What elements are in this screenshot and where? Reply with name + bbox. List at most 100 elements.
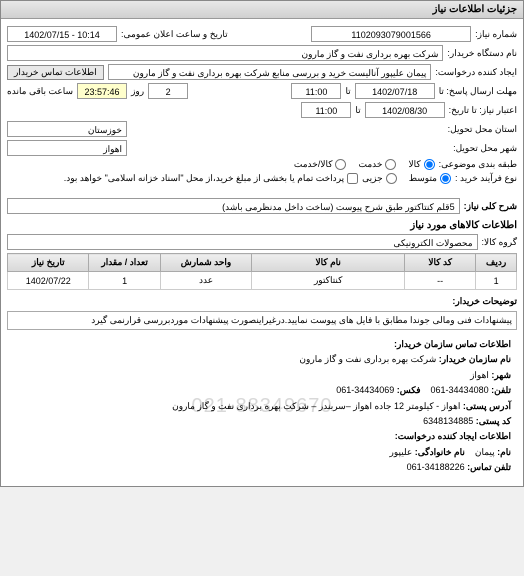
validity-upto: تا: [355, 105, 360, 116]
deadline-remain-label: روز: [131, 86, 144, 97]
province-field: خوزستان: [7, 121, 127, 137]
radio-goods-service-label: کالا/خدمت: [294, 159, 333, 170]
contact-address-line: آدرس پستی: اهواز - کیلومتر 12 جاده اهواز…: [13, 399, 511, 413]
purchase-note: پرداخت تمام یا بخشی از مبلغ خرید،از محل …: [64, 173, 344, 184]
panel-title: جزئیات اطلاعات نیاز: [1, 1, 523, 19]
creator-name-line: نام: پیمان نام خانوادگی: علیپور: [13, 445, 511, 459]
contact-address-label: آدرس پستی:: [463, 401, 511, 411]
row-req-number: شماره نیاز: 1102093079001566 تاریخ و ساع…: [7, 26, 517, 42]
contact-postcode-label: کد پستی:: [476, 416, 511, 426]
validity-label: اعتبار نیاز: تا تاریخ:: [449, 105, 517, 116]
contact-address: اهواز - کیلومتر 12 جاده اهواز –سربندر – …: [172, 401, 460, 411]
table-row[interactable]: 1--کنتاکتورعدد11402/07/22: [8, 272, 517, 290]
radio-service[interactable]: خدمت: [358, 159, 396, 170]
goods-info-title: اطلاعات کالاهای مورد نیاز: [7, 220, 517, 231]
contact-postcode: 6348134885: [423, 414, 473, 428]
radio-medium-label: متوسط: [409, 173, 437, 184]
table-cell: 1: [89, 272, 160, 290]
row-purchase-type: نوع فرآیند خرید : متوسط جزیی پرداخت تمام…: [7, 173, 517, 184]
radio-goods-input[interactable]: [424, 159, 435, 170]
radio-goods-service-input[interactable]: [335, 159, 346, 170]
table-cell: --: [405, 272, 476, 290]
deadline-remain-time: 23:57:46: [77, 83, 127, 99]
table-cell: عدد: [160, 272, 252, 290]
contact-title: اطلاعات تماس سازمان خریدار:: [13, 337, 511, 351]
city-label: شهر محل تحویل:: [453, 143, 517, 154]
contact-city: اهواز: [470, 370, 489, 380]
creator-family: علیپور: [389, 447, 412, 457]
radio-partial-input[interactable]: [386, 173, 397, 184]
treasury-check[interactable]: پرداخت تمام یا بخشی از مبلغ خرید،از محل …: [64, 173, 358, 184]
row-buyer-notes: توضیحات خریدار:: [7, 296, 517, 307]
table-header-cell: ردیف: [476, 254, 517, 272]
buyer-device-field: شرکت بهره برداری نفت و گاز مارون: [7, 45, 443, 61]
need-desc-label: شرح کلی نیاز:: [464, 201, 517, 212]
row-group: گروه کالا: محصولات الکترونیکی: [7, 234, 517, 250]
buyer-notes-label: توضیحات خریدار:: [452, 296, 517, 307]
radio-medium-input[interactable]: [440, 173, 451, 184]
radio-goods-service[interactable]: کالا/خدمت: [294, 159, 347, 170]
goods-table-body: 1--کنتاکتورعدد11402/07/22: [8, 272, 517, 290]
table-cell: کنتاکتور: [252, 272, 405, 290]
contact-phone: 061-34434080: [431, 383, 489, 397]
table-header-cell: واحد شمارش: [160, 254, 252, 272]
creator-title-line: اطلاعات ایجاد کننده درخواست:: [13, 429, 511, 443]
creator-field: پیمان علیپور آنالیست خرید و بررسی منابع …: [108, 64, 432, 80]
table-cell: 1402/07/22: [8, 272, 89, 290]
radio-service-input[interactable]: [385, 159, 396, 170]
radio-goods[interactable]: کالا: [408, 159, 434, 170]
creator-phone-label: تلفن تماس:: [467, 462, 511, 472]
contact-phone-label: تلفن:: [491, 385, 511, 395]
goods-table: ردیفکد کالانام کالاواحد شمارشتعداد / مقد…: [7, 253, 517, 290]
row-city: شهر محل تحویل: اهواز: [7, 140, 517, 156]
buyer-contact-button[interactable]: اطلاعات تماس خریدار: [7, 65, 104, 80]
req-number-field: 1102093079001566: [311, 26, 471, 42]
creator-family-label: نام خانوادگی:: [415, 447, 465, 457]
row-deadline: مهلت ارسال پاسخ: تا 1402/07/18 تا 11:00 …: [7, 83, 517, 99]
contact-org-line: نام سازمان خریدار: شرکت بهره برداری نفت …: [13, 352, 511, 366]
row-buyer-device: نام دستگاه خریدار: شرکت بهره برداری نفت …: [7, 45, 517, 61]
radio-service-label: خدمت: [358, 159, 382, 170]
creator-phone-line: تلفن تماس: 061-34188226: [13, 460, 511, 474]
validity-time-field: 11:00: [301, 102, 351, 118]
city-field: اهواز: [7, 140, 127, 156]
announce-label: تاریخ و ساعت اعلان عمومی:: [121, 29, 228, 40]
creator-name: پیمان: [475, 447, 495, 457]
contact-phone-line: تلفن: 061-34434080 فکس: 061-34434069: [13, 383, 511, 397]
radio-partial[interactable]: جزیی: [362, 173, 397, 184]
radio-medium[interactable]: متوسط: [409, 173, 451, 184]
contact-section: 021-88349670 اطلاعات تماس سازمان خریدار:…: [7, 330, 517, 482]
contact-fax-label: فکس:: [397, 385, 421, 395]
contact-org-label: نام سازمان خریدار:: [439, 354, 511, 364]
buyer-device-label: نام دستگاه خریدار:: [447, 48, 517, 59]
contact-org: شرکت بهره برداری نفت و گاز مارون: [299, 354, 436, 364]
creator-phone: 061-34188226: [407, 460, 465, 474]
creator-name-label: نام:: [497, 447, 511, 457]
creator-label: ایجاد کننده درخواست:: [435, 67, 517, 78]
classify-label: طبقه بندی موضوعی:: [439, 159, 517, 170]
treasury-checkbox[interactable]: [347, 173, 358, 184]
radio-partial-label: جزیی: [362, 173, 383, 184]
goods-table-head: ردیفکد کالانام کالاواحد شمارشتعداد / مقد…: [8, 254, 517, 272]
row-creator: ایجاد کننده درخواست: پیمان علیپور آنالیس…: [7, 64, 517, 80]
deadline-count-field: 2: [148, 83, 188, 99]
row-need-desc: شرح کلی نیاز: 5قلم کنتاکتور طبق شرح پیوس…: [7, 198, 517, 214]
deadline-date-field: 1402/07/18: [355, 83, 435, 99]
deadline-remain-suffix: ساعت باقی مانده: [7, 86, 73, 97]
row-validity: اعتبار نیاز: تا تاریخ: 1402/08/30 تا 11:…: [7, 102, 517, 118]
deadline-time-field: 11:00: [291, 83, 341, 99]
announce-field: 1402/07/15 - 10:14: [7, 26, 117, 42]
contact-fax: 061-34434069: [336, 383, 394, 397]
req-number-label: شماره نیاز:: [475, 29, 517, 40]
classify-radio-group: کالا خدمت کالا/خدمت: [294, 159, 435, 170]
contact-city-label: شهر:: [491, 370, 511, 380]
row-province: استان محل تحویل: خوزستان: [7, 121, 517, 137]
details-panel: جزئیات اطلاعات نیاز شماره نیاز: 11020930…: [0, 0, 524, 487]
validity-date-field: 1402/08/30: [365, 102, 445, 118]
contact-city-line: شهر: اهواز: [13, 368, 511, 382]
table-header-cell: تاریخ نیاز: [8, 254, 89, 272]
group-label: گروه کالا:: [482, 237, 517, 248]
table-cell: 1: [476, 272, 517, 290]
contact-postcode-line: کد پستی: 6348134885: [13, 414, 511, 428]
buyer-notes-box: پیشنهادات فنی ومالی جوندا مطابق با فایل …: [7, 311, 517, 330]
